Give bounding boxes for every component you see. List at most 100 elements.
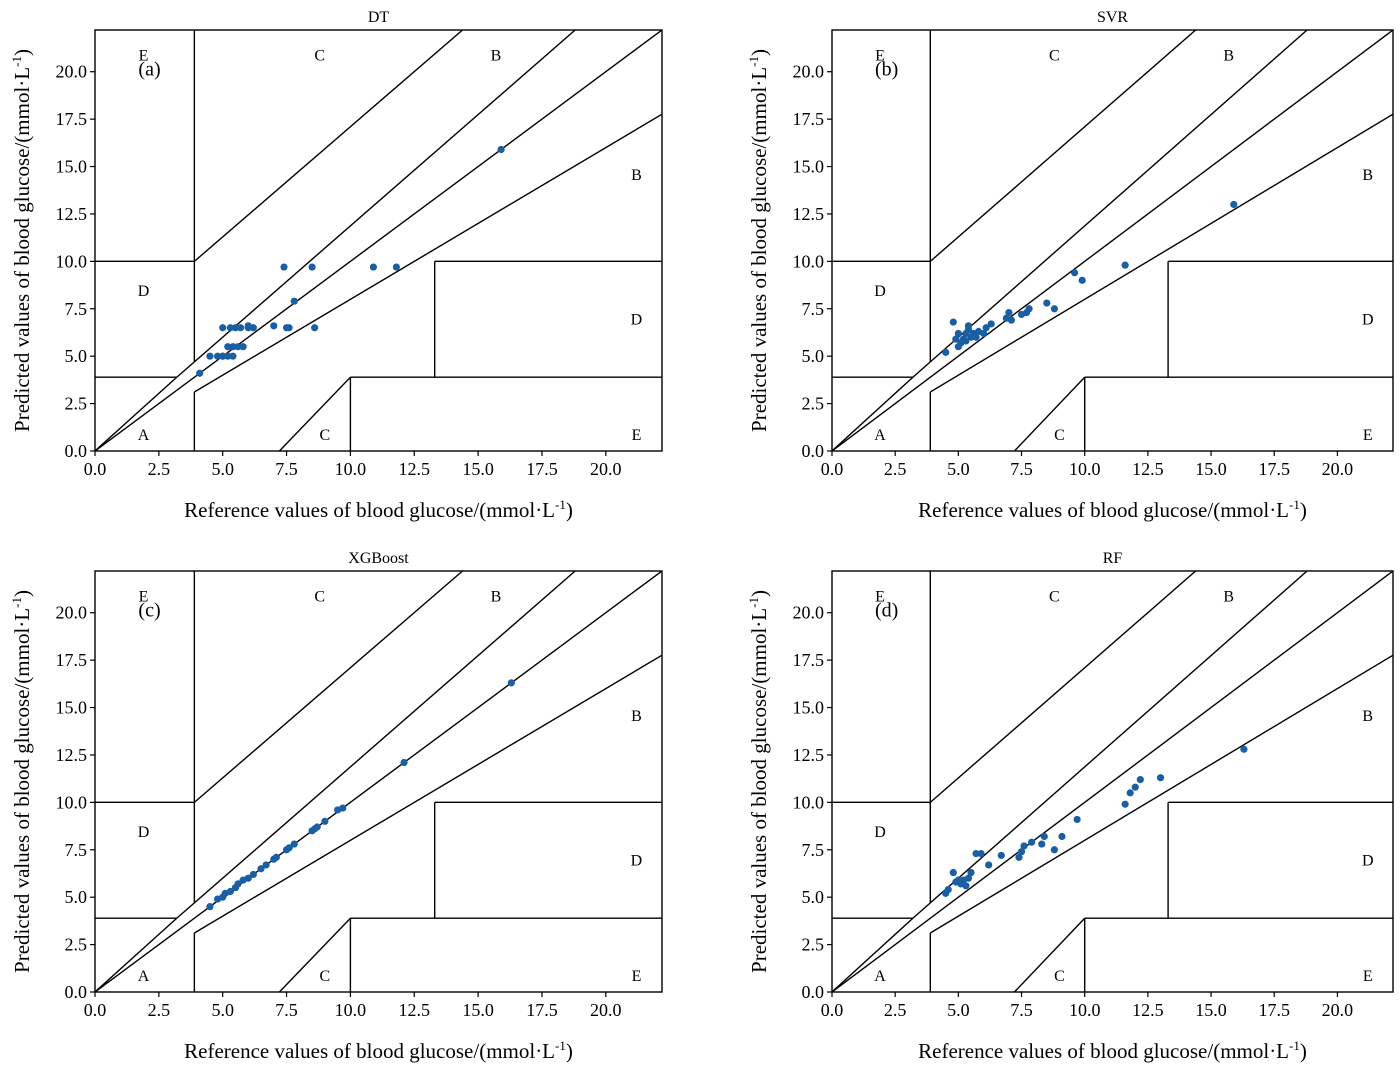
zone-label: B [1362,167,1373,184]
y-tick-label: 17.5 [56,650,88,670]
data-point [282,324,291,332]
data-point [982,324,990,332]
panel-label: (b) [875,59,898,81]
zone-label: D [874,283,886,300]
data-point [1050,846,1058,854]
data-point [1078,276,1086,284]
y-tick-label: 7.5 [65,840,88,860]
data-point [1017,848,1026,856]
y-tick-label: 15.0 [56,157,88,177]
zone-label: C [1049,589,1060,606]
data-point [1005,308,1013,317]
y-tick-label: 0.0 [65,982,88,1002]
y-tick-label: 17.5 [56,109,88,129]
plot-frame [94,570,663,993]
plot-frame [831,29,1394,452]
y-tick-label: 15.0 [793,157,825,177]
data-point [1121,800,1129,808]
data-point [944,885,952,894]
x-tick-label: 5.0 [947,1000,970,1020]
data-point [321,817,329,825]
data-points [942,200,1238,356]
data-point [290,840,298,848]
zone-label: A [874,427,886,444]
panel-dt: DTABBCCDDEE(a)0.00.02.52.55.05.07.57.510… [9,9,663,522]
x-tick-label: 7.5 [1010,459,1033,479]
data-point [249,324,257,332]
data-point [224,343,232,351]
data-point [1136,776,1144,784]
data-point [497,145,505,154]
data-point [1007,316,1016,324]
x-tick-label: 0.0 [84,459,107,479]
data-point [226,324,234,332]
y-tick-label: 12.5 [793,204,825,224]
zone-label: C [1049,48,1060,65]
data-point [985,861,993,869]
x-tick-label: 5.0 [211,1000,234,1020]
x-tick-label: 20.0 [1322,1000,1354,1020]
y-tick-label: 12.5 [56,745,88,765]
x-tick-label: 17.5 [1258,1000,1290,1020]
data-point [206,352,214,360]
data-point [954,329,962,338]
data-point [967,868,975,877]
zone-boundaries [95,30,662,451]
x-tick-label: 17.5 [526,1000,558,1020]
zone-label: B [631,708,642,725]
data-points [942,745,1248,897]
zone-label: C [314,589,325,606]
y-tick-label: 17.5 [793,109,825,129]
plot-frame [94,29,663,452]
data-points [206,679,515,911]
data-point [962,337,970,345]
x-tick-label: 12.5 [399,459,431,479]
data-point [249,870,257,879]
data-point [977,849,985,858]
zone-label: B [1362,708,1373,725]
data-point [1028,838,1036,846]
y-tick-label: 15.0 [56,698,88,718]
x-axis-label: Reference values of blood glucose/(mmol·… [184,497,573,522]
data-point [226,887,234,896]
data-point [1020,842,1028,850]
x-tick-label: 17.5 [1258,459,1290,479]
data-point [980,329,988,338]
x-tick-label: 15.0 [462,459,494,479]
zone-label: E [632,427,642,444]
zone-boundaries [95,571,662,992]
data-point [308,263,316,271]
data-point [972,333,980,341]
zone-label: D [1362,311,1374,328]
x-axis-label: Reference values of blood glucose/(mmol·… [918,1038,1307,1063]
data-point [213,352,222,360]
chart-title: DT [368,9,390,26]
zone-label: D [874,824,886,841]
data-point [1230,200,1238,209]
data-point [262,861,270,869]
plot-frame [831,570,1394,993]
zone-label: D [138,283,150,300]
x-tick-label: 7.5 [1010,1000,1033,1020]
panel-label: (d) [875,600,898,622]
zone-boundaries [832,30,1393,451]
zone-label: E [875,589,885,606]
y-tick-label: 7.5 [802,299,825,319]
x-tick-label: 0.0 [821,459,844,479]
y-tick-label: 20.0 [793,62,825,82]
data-point [507,679,515,687]
zone-label: D [631,311,643,328]
data-point [1038,840,1046,848]
x-tick-label: 20.0 [1322,459,1354,479]
x-tick-label: 10.0 [1069,459,1101,479]
data-point [1050,305,1058,313]
y-tick-label: 2.5 [65,935,88,955]
data-point [257,865,265,873]
zone-label: D [1362,852,1374,869]
x-tick-label: 15.0 [1195,459,1227,479]
panel-svr: SVRABBCCDDEE(b)0.00.02.52.55.05.07.57.51… [746,9,1394,522]
panel-rf: RFABBCCDDEE(d)0.00.02.52.55.05.07.57.510… [746,550,1394,1063]
x-tick-label: 5.0 [211,459,234,479]
zone-label: E [139,589,149,606]
